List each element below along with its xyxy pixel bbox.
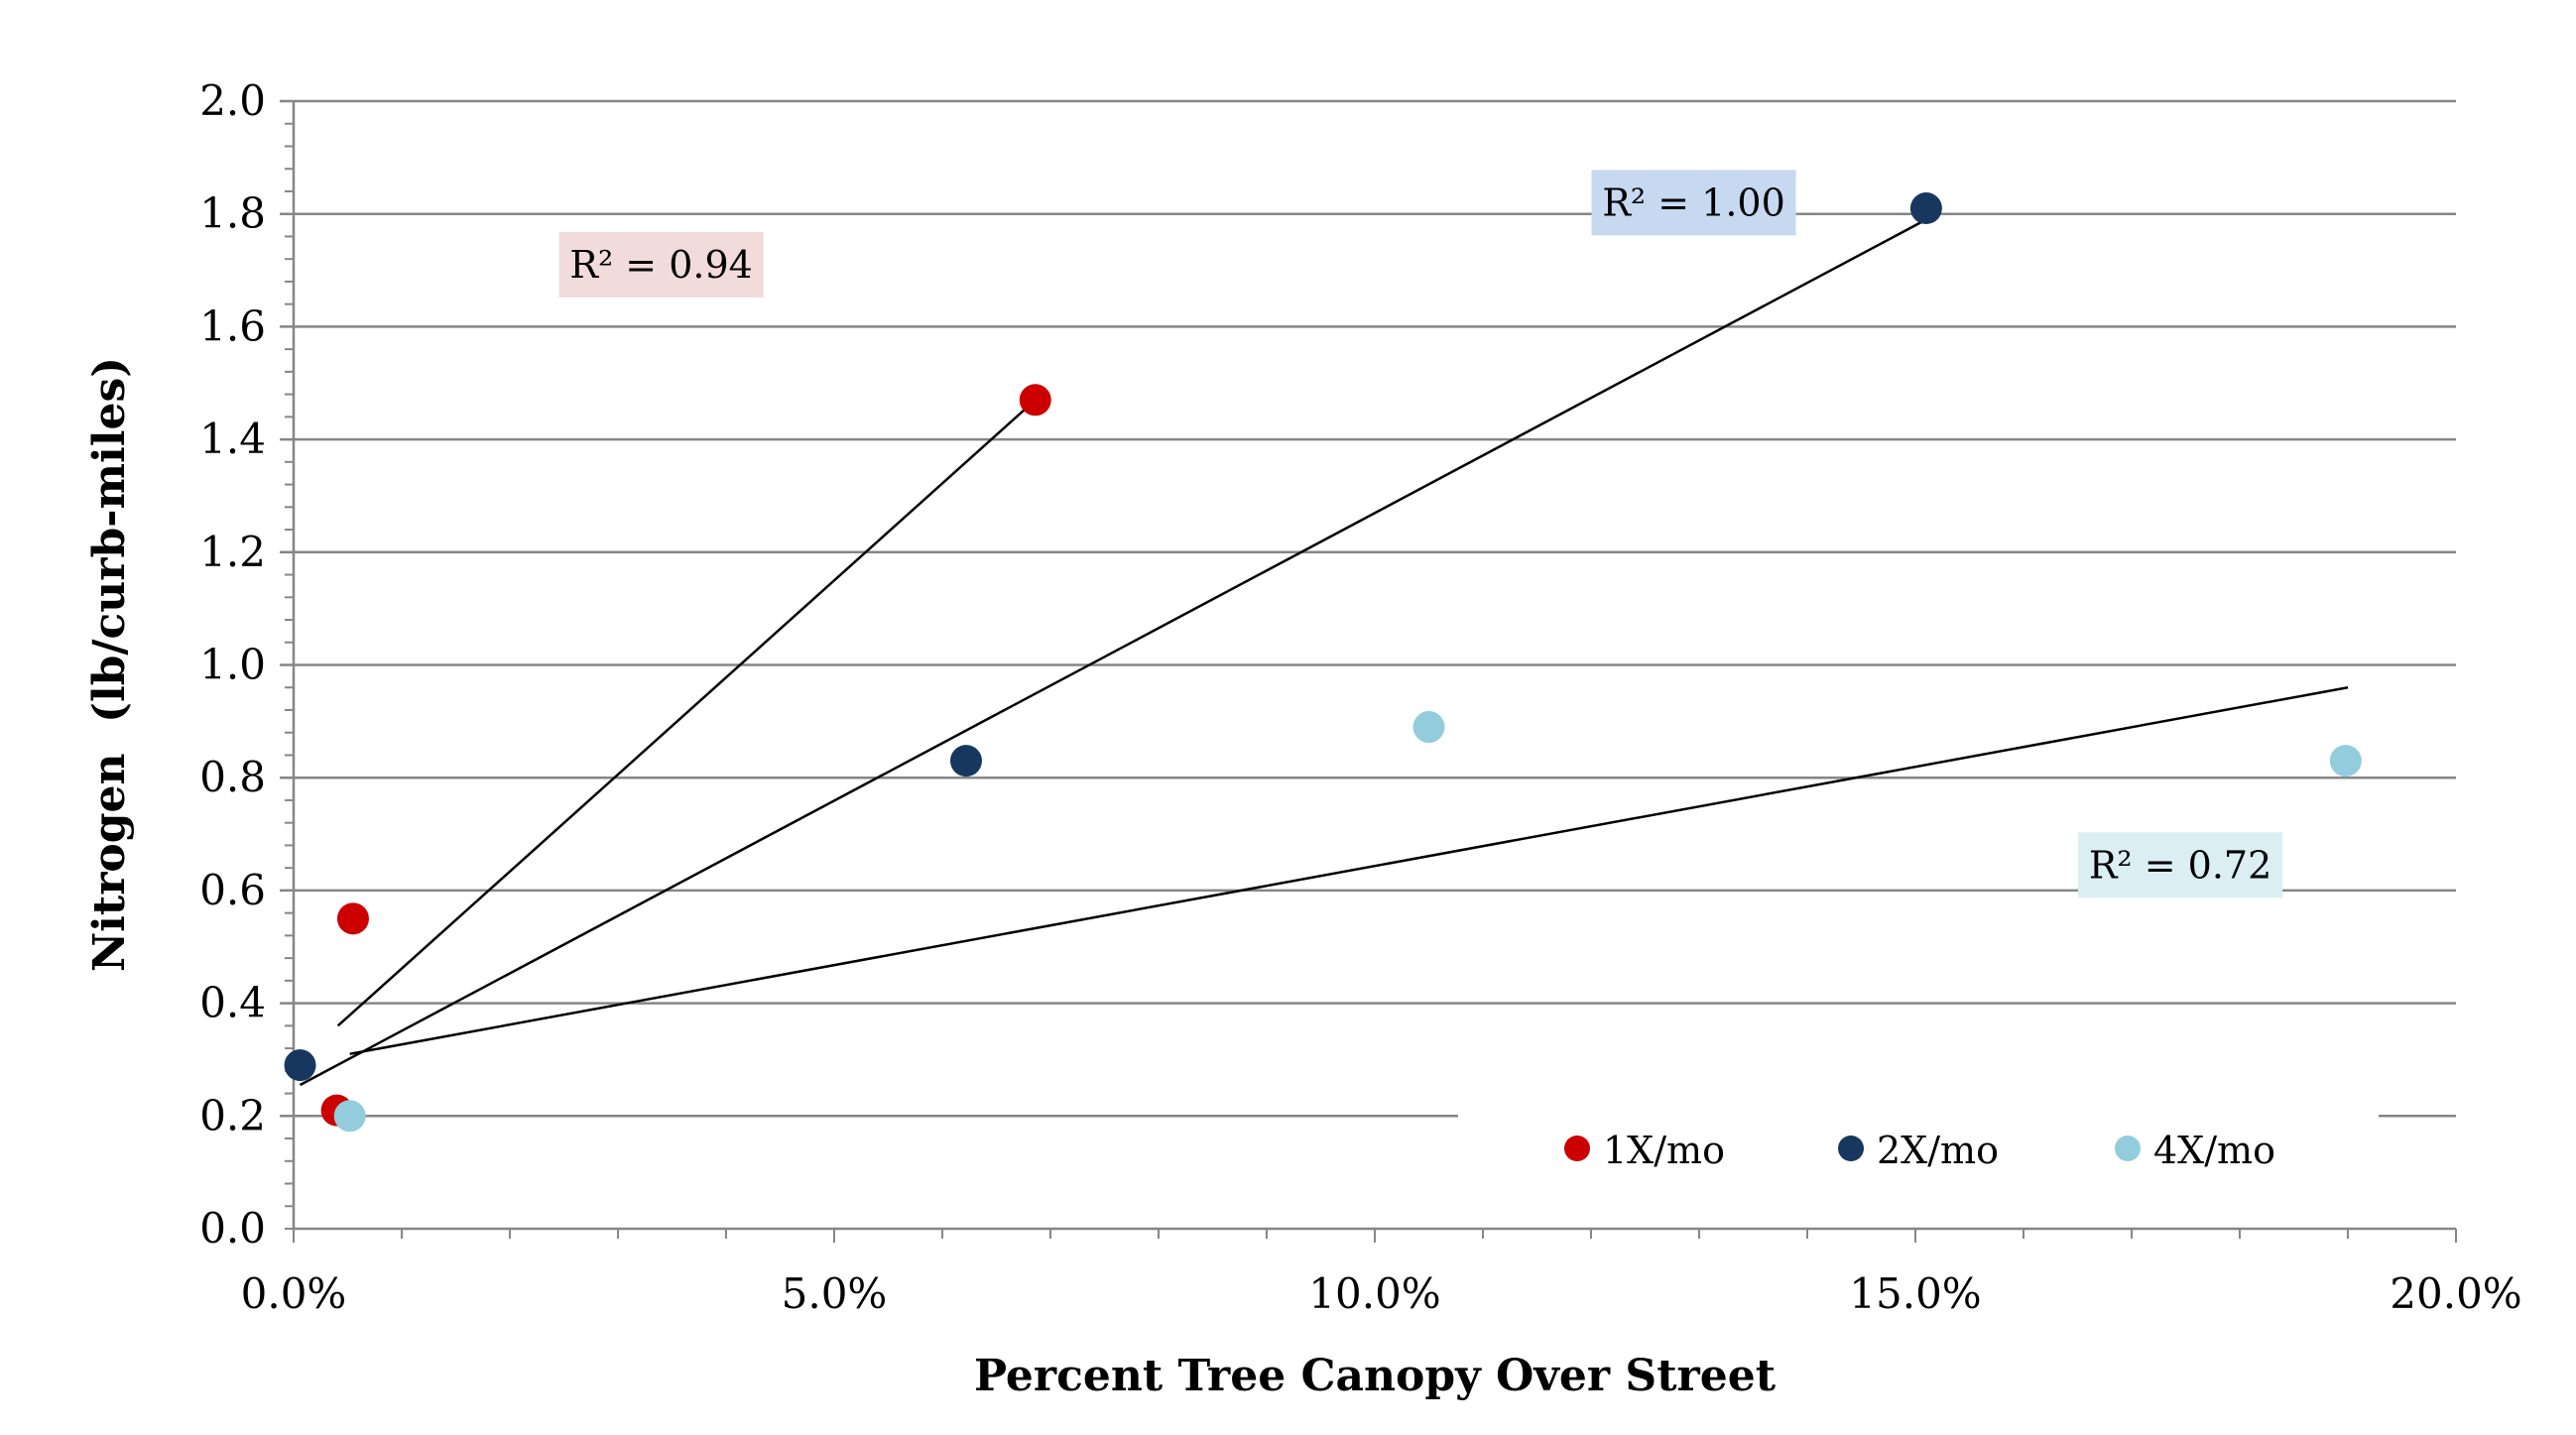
data-point-1X/mo [1019, 384, 1051, 417]
legend-marker-2X/mo [1838, 1136, 1864, 1161]
y-tick-label: 0.6 [199, 866, 266, 914]
x-axis-title: Percent Tree Canopy Over Street [974, 1351, 1777, 1401]
legend-label: 2X/mo [1877, 1129, 1999, 1172]
legend: 1X/mo 2X/mo 4X/mo [1458, 1091, 2379, 1190]
x-tick-label: 15.0% [1849, 1269, 1981, 1318]
legend-box [1458, 1091, 2379, 1190]
data-point-4X/mo [1412, 711, 1445, 744]
r2-label-box [1591, 170, 1796, 236]
r2-label-box [558, 231, 764, 298]
trendlines [299, 218, 2349, 1087]
y-tick-label: 1.2 [199, 528, 266, 576]
legend-label: 4X/mo [2153, 1129, 2275, 1172]
y-tick-label: 1.8 [199, 189, 266, 238]
y-tick-label: 0.8 [199, 753, 266, 801]
data-point-2X/mo [284, 1049, 316, 1082]
r2-label: R² = 1.00 [1602, 180, 1784, 224]
data-point-1X/mo [336, 902, 369, 935]
y-axis-title: Nitrogen (lb/curb-miles) [84, 357, 135, 972]
y-tick-label: 0.4 [199, 979, 266, 1027]
legend-marker-4X/mo [2115, 1136, 2141, 1161]
y-tick-label: 0.2 [199, 1091, 266, 1139]
x-tick-label: 0.0% [241, 1269, 347, 1318]
gridlines [280, 99, 2456, 1118]
trendline-1X/mo [336, 399, 1037, 1027]
legend-label: 1X/mo [1603, 1129, 1725, 1172]
y-tick-label: 0.0 [199, 1204, 266, 1253]
r2-label: R² = 0.72 [2089, 843, 2271, 887]
x-tick-label: 5.0% [782, 1269, 888, 1318]
data-point-4X/mo [2329, 745, 2362, 777]
data-point-2X/mo [1909, 192, 1942, 225]
x-tick-label: 10.0% [1308, 1269, 1440, 1318]
y-tick-label: 1.6 [199, 301, 266, 350]
y-tick-label: 2.0 [199, 76, 266, 125]
trendline-2X/mo [299, 218, 1927, 1087]
r2-label-box [2078, 832, 2283, 898]
data-points [284, 192, 2362, 1133]
axes: 0.0 0.2 0.4 0.6 0.8 1.0 1.2 1.4 1.6 1.8 2.0 0.0% 5.0… [199, 76, 2522, 1318]
y-tick-label: 1.0 [199, 641, 266, 689]
data-point-2X/mo [949, 745, 982, 777]
trendline-4X/mo [349, 686, 2349, 1055]
data-point-4X/mo [333, 1100, 366, 1133]
y-tick-label: 1.4 [199, 415, 266, 463]
r2-label: R² = 0.94 [569, 243, 752, 287]
legend-marker-1X/mo [1564, 1136, 1590, 1161]
r2-labels: R² = 0.94 R² = 1.00 R² = 0.72 [558, 170, 2283, 898]
x-tick-label: 20.0% [2390, 1269, 2521, 1318]
